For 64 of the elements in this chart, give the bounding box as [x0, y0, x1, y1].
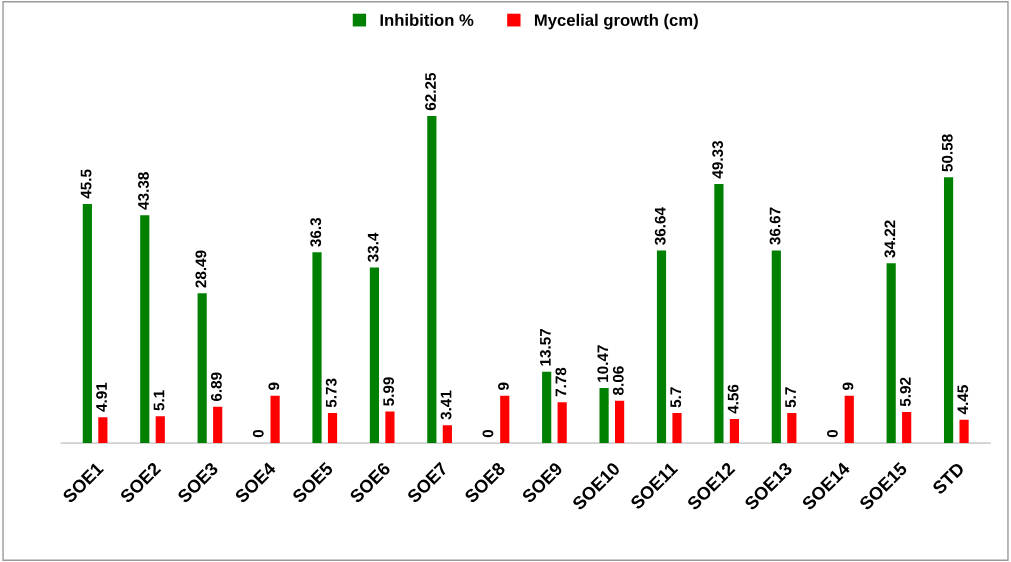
bar — [959, 419, 969, 444]
data-label: 9 — [498, 382, 509, 390]
bar — [427, 115, 437, 444]
bar — [98, 417, 108, 444]
data-label: 4.45 — [957, 385, 969, 415]
bar — [197, 293, 207, 444]
bar — [140, 215, 150, 444]
data-label: 4.56 — [727, 384, 739, 414]
bar — [385, 411, 395, 444]
bar — [557, 402, 567, 444]
data-label: 43.38 — [138, 172, 149, 210]
data-label: 6.89 — [210, 372, 222, 402]
data-label: 28.49 — [195, 250, 207, 288]
data-label: 7.78 — [555, 367, 567, 397]
data-label: 5.7 — [785, 387, 796, 408]
bar — [902, 411, 912, 444]
bar — [943, 177, 954, 444]
bar — [312, 252, 322, 444]
bar — [672, 413, 682, 444]
legend-label: Inhibition % — [380, 13, 474, 27]
data-label: 9 — [842, 382, 854, 390]
data-label: 0 — [252, 429, 264, 438]
data-label: 5.99 — [383, 377, 395, 406]
data-label: 0 — [482, 429, 494, 438]
legend-label: Mycelial growth (cm) — [534, 13, 698, 30]
data-label: 5.7 — [670, 387, 682, 408]
data-label: 13.57 — [539, 328, 551, 366]
bar — [213, 406, 223, 444]
data-label: 36.3 — [310, 217, 322, 247]
bar — [542, 371, 552, 444]
data-label: 62.25 — [425, 72, 436, 111]
bar — [327, 412, 338, 444]
bar — [599, 388, 609, 444]
data-label: 36.64 — [654, 207, 666, 245]
bar — [771, 250, 781, 444]
bar — [714, 183, 724, 444]
bar — [844, 395, 854, 444]
data-label: 3.41 — [440, 390, 452, 420]
bar — [787, 413, 797, 444]
bar — [886, 263, 896, 444]
data-label: 5.92 — [899, 377, 911, 407]
data-label: 49.33 — [712, 140, 724, 179]
x-tick-label: STD — [931, 461, 966, 496]
data-label: 34.22 — [884, 220, 896, 258]
bar — [656, 250, 667, 444]
bar — [615, 400, 625, 444]
bar — [500, 395, 510, 444]
data-label: 50.58 — [941, 134, 953, 172]
bar — [155, 416, 165, 444]
data-label: 10.47 — [597, 345, 609, 382]
data-label: 4.91 — [96, 382, 107, 412]
bar — [270, 395, 280, 444]
data-label: 45.5 — [80, 169, 92, 199]
bar — [369, 267, 380, 444]
data-label: 5.1 — [153, 390, 165, 411]
bar — [442, 425, 452, 444]
data-label: 33.4 — [367, 232, 379, 262]
bar — [729, 419, 740, 444]
data-label: 36.67 — [769, 207, 781, 245]
data-label: 0 — [827, 429, 838, 438]
data-label: 5.73 — [325, 378, 337, 408]
data-label: 9 — [268, 382, 280, 390]
data-label: 8.06 — [612, 366, 624, 395]
bar — [82, 204, 92, 444]
